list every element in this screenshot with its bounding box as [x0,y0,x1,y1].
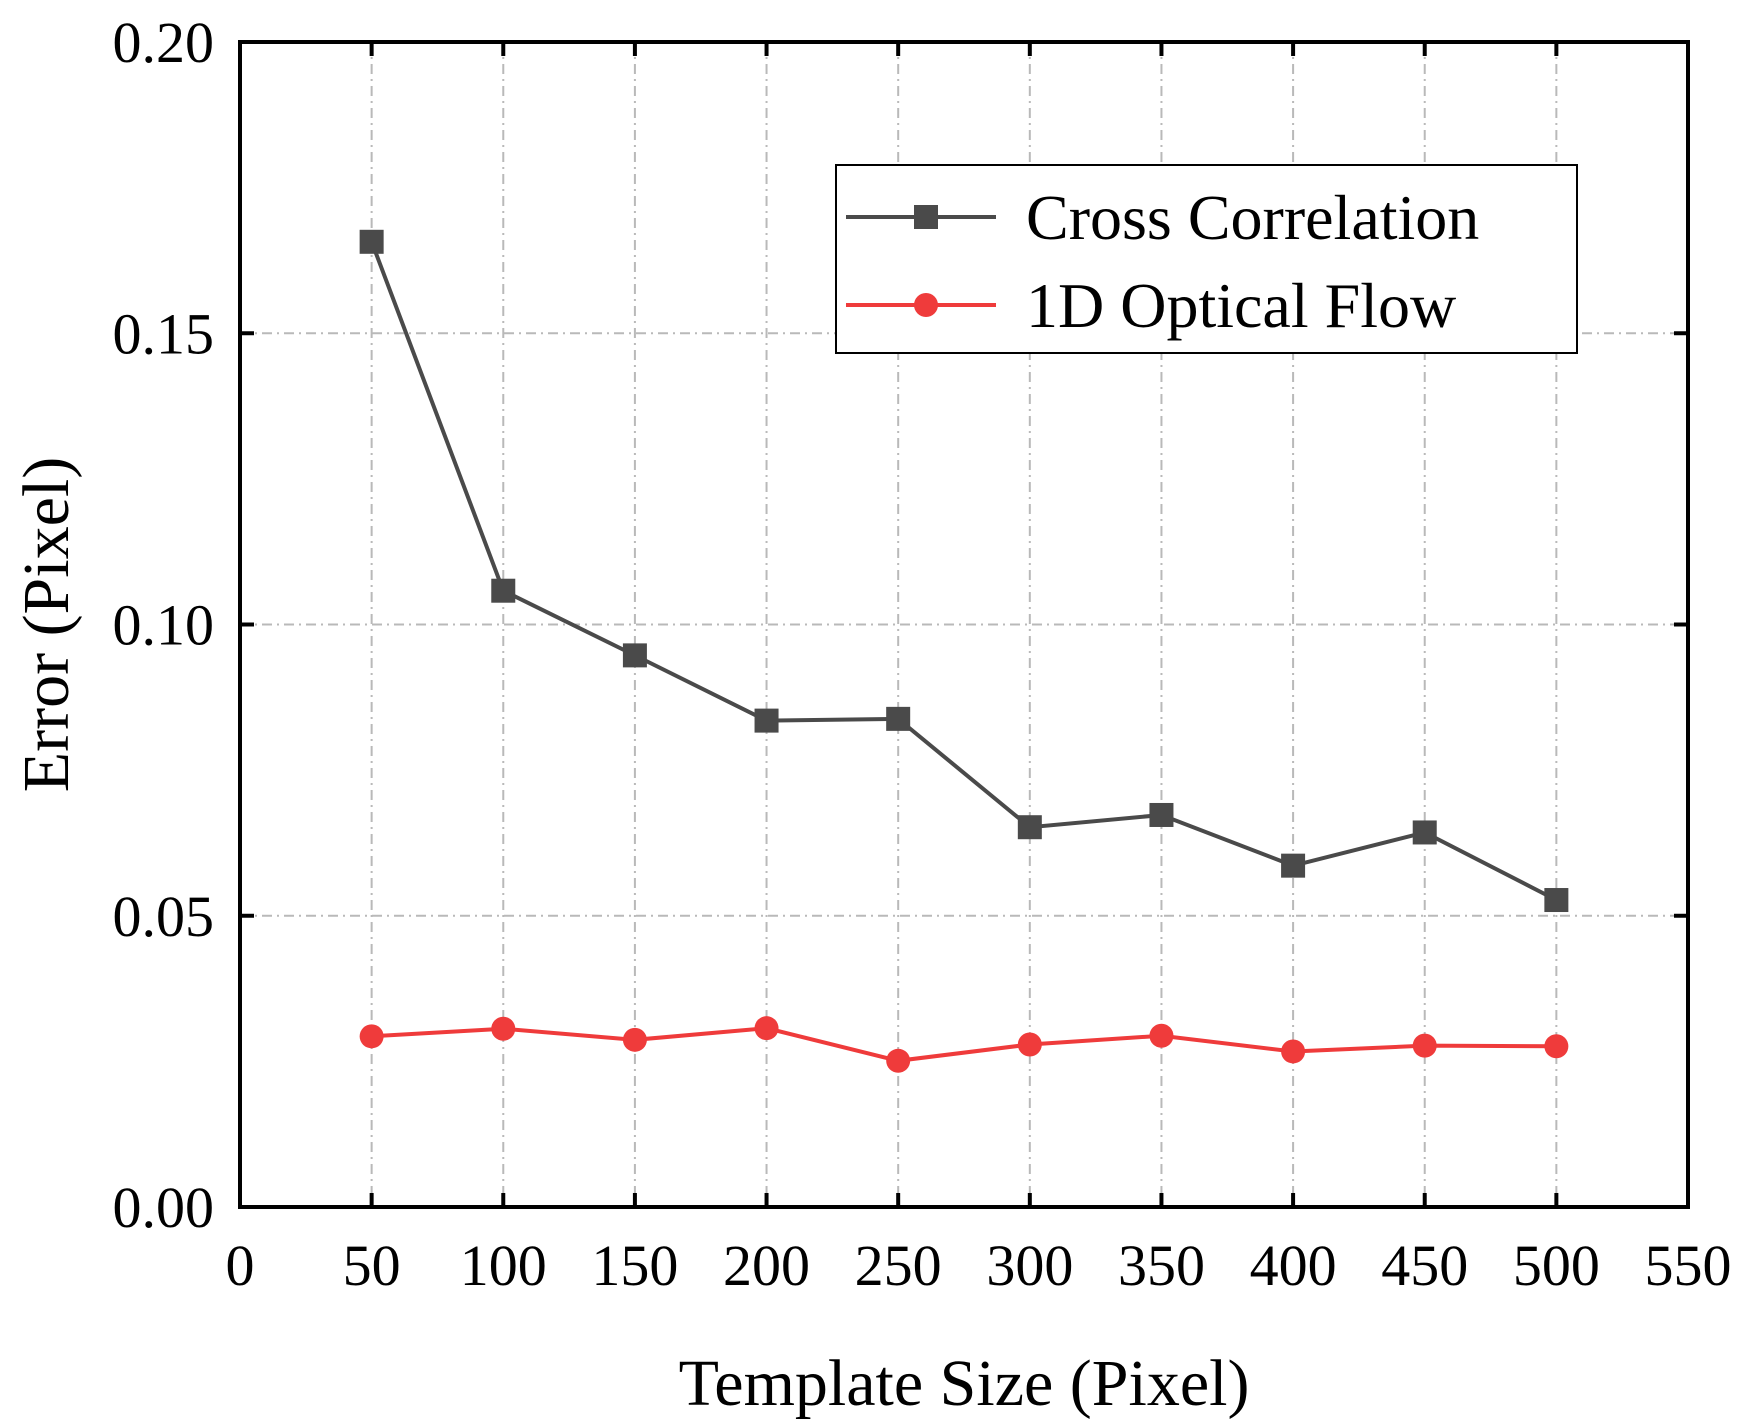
y-tick-label: 0.00 [113,1175,215,1240]
data-point [886,1048,911,1073]
data-point [1281,1039,1306,1064]
data-point [491,578,516,603]
x-tick-label: 550 [1645,1233,1732,1298]
x-tick-label: 150 [591,1233,678,1298]
data-point [1412,1033,1437,1058]
y-tick-label: 0.15 [113,301,215,366]
x-tick-label: 250 [855,1233,942,1298]
legend: Cross Correlation 1D Optical Flow [835,164,1578,354]
data-point [1281,853,1306,878]
grid [240,42,1688,1207]
x-tick-label: 300 [986,1233,1073,1298]
data-point [1544,888,1569,913]
legend-label: Cross Correlation [1026,182,1479,253]
data-point [1149,1023,1174,1048]
data-point [622,643,647,668]
x-tick-label: 100 [460,1233,547,1298]
x-tick-label: 400 [1250,1233,1337,1298]
data-point [754,708,779,733]
legend-label: 1D Optical Flow [1026,270,1456,341]
data-point [359,1024,384,1049]
series-line [369,241,1558,902]
data-point [359,229,384,254]
data-point [1412,820,1437,845]
data-series [359,229,1569,1073]
data-point [1149,802,1174,827]
legend-box [835,164,1578,354]
data-point [754,1016,779,1041]
x-axis-title: Template Size (Pixel) [679,1347,1250,1420]
x-tick-label: 0 [226,1233,255,1298]
series-2 [359,1016,1569,1073]
x-tick-label: 450 [1381,1233,1468,1298]
data-point [622,1027,647,1052]
legend-marker [914,293,938,317]
legend-entry: Cross Correlation [846,182,1479,253]
series-line [371,1026,1557,1063]
axis-ticks: 0 50 100 150 200 250 300 350 400 450 500 550 0.00 0.0… [113,10,1732,1298]
x-tick-label: 50 [343,1233,401,1298]
data-point [1544,1034,1569,1059]
legend-entry: 1D Optical Flow [846,270,1456,341]
y-tick-label: 0.10 [113,593,215,658]
y-axis-title: Error (Pixel) [10,457,83,792]
data-point [1017,1032,1042,1057]
x-tick-label: 500 [1513,1233,1600,1298]
series-1 [359,229,1569,913]
x-tick-label: 200 [723,1233,810,1298]
x-tick-label: 350 [1118,1233,1205,1298]
data-point [1017,815,1042,840]
data-point [491,1016,516,1041]
y-tick-label: 0.20 [113,10,215,75]
legend-marker [914,205,938,229]
data-point [886,706,911,731]
y-tick-label: 0.05 [113,884,215,949]
